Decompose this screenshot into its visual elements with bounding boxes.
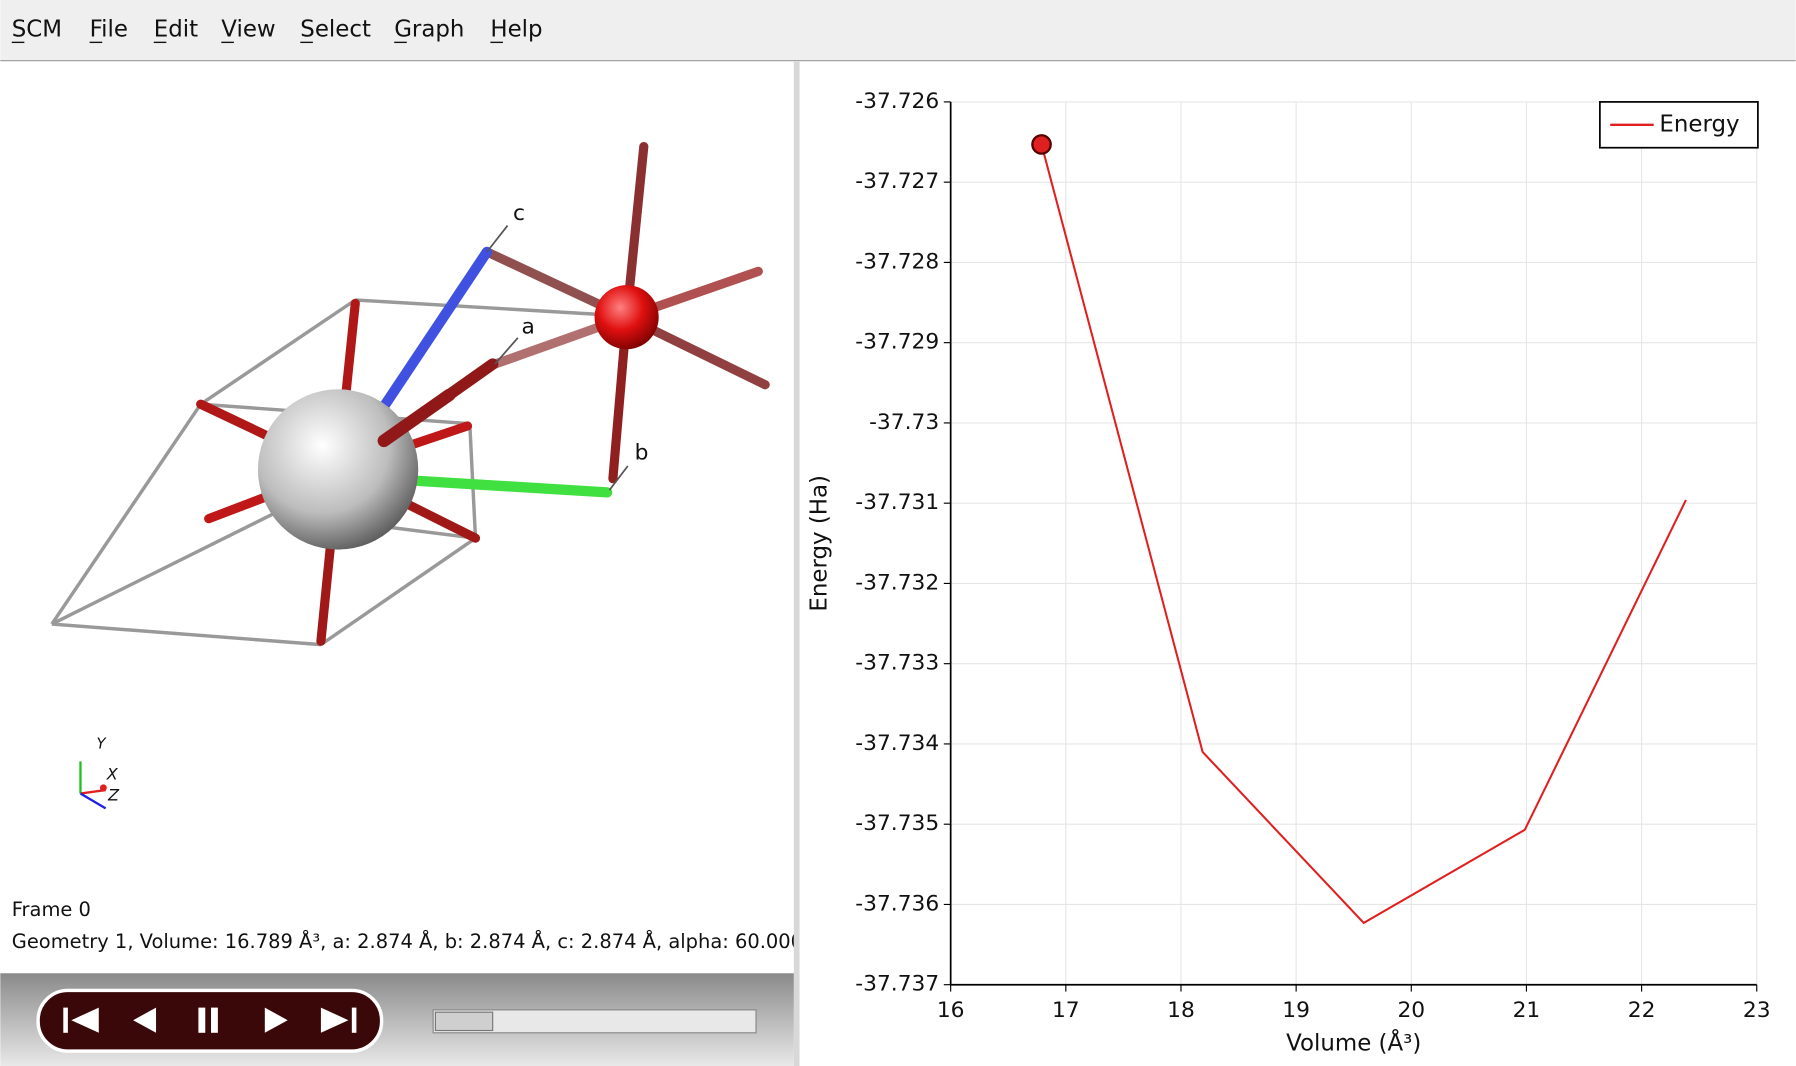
x-tick-label: 20 <box>1397 998 1425 1023</box>
y-tick-label: -37.736 <box>855 891 939 916</box>
axis-triad: Y X Z <box>79 734 120 810</box>
x-tick-label: 17 <box>1052 998 1080 1023</box>
current-point <box>1031 134 1052 155</box>
atom-small <box>594 285 659 350</box>
y-tick-label: -37.726 <box>855 89 939 114</box>
y-tick-label: -37.733 <box>855 651 939 676</box>
y-tick-label: -37.737 <box>855 972 939 997</box>
x-tick-label: 19 <box>1282 998 1310 1023</box>
slider-handle[interactable] <box>434 1011 494 1032</box>
y-tick-label: -37.728 <box>855 249 939 274</box>
x-tick-label: 21 <box>1513 998 1541 1023</box>
vector-label: c <box>513 201 525 226</box>
first-button[interactable] <box>63 1007 99 1033</box>
x-axis-label: Volume (Å³) <box>1286 1029 1421 1057</box>
menu-item[interactable]: Graph <box>394 16 464 42</box>
y-tick-label: -37.73 <box>869 410 939 435</box>
frame-label: Frame 0 <box>12 898 91 921</box>
menu: SCM File Edit View Select Graph Help <box>11 16 543 44</box>
y-tick-label: -37.731 <box>855 490 939 515</box>
menu-item[interactable]: Edit <box>154 16 198 42</box>
bonds <box>196 141 770 646</box>
geometry-info: Geometry 1, Volume: 16.789 Å³, a: 2.874 … <box>12 930 803 953</box>
menu-item[interactable]: SCM <box>12 16 62 42</box>
frame-slider[interactable] <box>432 1009 757 1034</box>
y-axis-label: Energy (Ha) <box>807 475 833 612</box>
label-leaders <box>486 225 629 491</box>
chart: 16 17 18 19 20 21 22 23 -37.737 -37.736 -37.735 -37… <box>807 89 1771 1057</box>
legend-label: Energy <box>1659 111 1739 137</box>
menu-item[interactable]: View <box>221 16 275 42</box>
axis-label: X <box>106 765 119 784</box>
player-buttons <box>63 1007 357 1033</box>
viewer: c a b Y X Z Frame 0 Geometry 1, Volume: … <box>12 141 803 953</box>
y-tick-label: -37.732 <box>855 570 939 595</box>
bond <box>377 388 456 448</box>
y-tick-label: -37.729 <box>855 330 939 355</box>
x-tick-label: 18 <box>1167 998 1195 1023</box>
vector-label: b <box>635 440 649 465</box>
axis-label: Y <box>96 734 107 752</box>
vector-label: a <box>521 314 534 339</box>
menu-item[interactable]: File <box>90 16 128 42</box>
y-tick-label: -37.735 <box>855 811 939 836</box>
prev-button[interactable] <box>133 1007 157 1033</box>
next-button[interactable] <box>264 1007 288 1033</box>
menu-item[interactable]: Select <box>300 16 371 42</box>
menu-bar <box>0 0 1796 61</box>
series-line <box>1040 144 1687 925</box>
menu-item[interactable]: Help <box>490 16 542 42</box>
x-tick-label: 22 <box>1628 998 1656 1023</box>
axis-label: Z <box>107 785 120 804</box>
splitter <box>793 61 800 1066</box>
x-tick-label: 16 <box>937 998 965 1023</box>
pause-button[interactable] <box>198 1007 218 1033</box>
atom-large <box>257 389 419 550</box>
x-tick-label: 23 <box>1743 998 1771 1023</box>
player-controls <box>36 988 384 1053</box>
y-tick-label: -37.727 <box>855 169 939 194</box>
last-button[interactable] <box>320 1007 357 1033</box>
y-tick-label: -37.734 <box>855 731 939 756</box>
